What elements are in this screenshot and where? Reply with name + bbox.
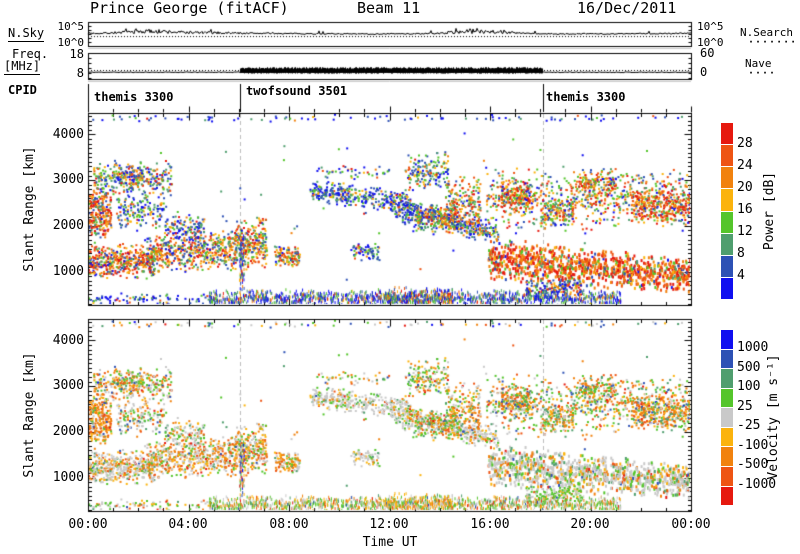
colorbar-tick-label: 100 (737, 379, 761, 395)
power-ytick-4000: 4000 (52, 127, 84, 142)
freq-tick-top: 18 (69, 47, 84, 61)
colorbar-segment (721, 330, 733, 349)
colorbar-tick-label: 16 (737, 202, 753, 217)
colorbar-segment (721, 348, 733, 369)
nave-tick-bottom: 0 (700, 65, 708, 79)
colorbar-tick-label: -500 (737, 457, 769, 473)
velocity-colorbar (721, 330, 733, 506)
power-colorbar (721, 123, 733, 299)
nsky-tick-bottom: 10^0 (57, 36, 85, 49)
nsky-label: N.Sky (8, 26, 45, 42)
figure-title: Prince George (fitACF) (90, 0, 289, 17)
colorbar-segment (721, 465, 733, 486)
colorbar-segment (721, 144, 733, 167)
colorbar-tick-label: 25 (737, 398, 753, 414)
colorbar-tick-label: 500 (737, 359, 761, 375)
cpid-segment-themis-2: themis 3300 (546, 90, 626, 104)
colorbar-segment (721, 485, 733, 506)
colorbar-segment (721, 232, 733, 255)
nsky-tick-top: 10^5 (57, 20, 85, 33)
colorbar-tick-label: -100 (737, 437, 769, 453)
cpid-segment-themis-1: themis 3300 (94, 90, 174, 104)
velocity-ytick-2000: 2000 (52, 424, 84, 439)
colorbar-segment (721, 188, 733, 211)
cpid-label: CPID (8, 83, 37, 97)
velocity-ytick-3000: 3000 (52, 378, 84, 393)
xtick-1600: 16:00 (470, 517, 510, 532)
colorbar-segment (721, 254, 733, 277)
xtick-2000: 20:00 (570, 517, 610, 532)
colorbar-tick-label: 24 (737, 158, 753, 173)
colorbar-segment (721, 123, 733, 145)
colorbar-segment (721, 210, 733, 233)
freq-label: Freq. (12, 47, 49, 61)
colorbar-tick-label: 28 (737, 136, 753, 151)
velocity-colorbar-title: Velocity [m s⁻¹] (766, 354, 781, 480)
beam-label: Beam 11 (357, 0, 421, 17)
velocity-ytick-4000: 4000 (52, 333, 84, 348)
colorbar-tick-label: 20 (737, 180, 753, 195)
colorbar-segment (721, 368, 733, 388)
nsky-right-tick-top: 10^5 (697, 20, 724, 33)
xaxis-title: Time UT (362, 535, 418, 550)
nave-linestyle-dots: ···· (748, 68, 777, 79)
xtick-1200: 12:00 (369, 517, 409, 532)
power-yaxis-title: Slant Range [km] (22, 146, 37, 272)
velocity-ytick-1000: 1000 (52, 470, 84, 485)
power-ytick-1000: 1000 (52, 264, 84, 279)
freq-tick-bottom: 8 (76, 66, 84, 80)
power-colorbar-title: Power [dB] (762, 171, 777, 251)
freq-units-label: [MHz] (4, 59, 41, 75)
power-ytick-2000: 2000 (52, 218, 84, 233)
xtick-0000b: 00:00 (671, 517, 711, 532)
colorbar-segment (721, 276, 733, 299)
colorbar-tick-label: 1000 (737, 340, 769, 356)
nsearch-label: N.Search (740, 26, 793, 39)
velocity-yaxis-title: Slant Range [km] (22, 352, 37, 478)
cpid-segment-twofsound: twofsound 3501 (246, 84, 348, 98)
xtick-0000a: 00:00 (68, 517, 108, 532)
nsearch-linestyle-dots: ······· (748, 37, 798, 48)
nave-label: Nave (745, 57, 772, 70)
power-ytick-3000: 3000 (52, 172, 84, 187)
nave-tick-top: 60 (700, 46, 715, 60)
colorbar-segment (721, 407, 733, 427)
nsky-right-tick-bottom: 10^0 (697, 36, 724, 49)
colorbar-segment (721, 166, 733, 189)
colorbar-tick-label: 8 (737, 246, 745, 261)
colorbar-segment (721, 426, 733, 447)
colorbar-tick-label: -25 (737, 418, 761, 434)
colorbar-tick-label: 12 (737, 224, 753, 239)
xtick-0400: 04:00 (168, 517, 208, 532)
xtick-0800: 08:00 (269, 517, 309, 532)
colorbar-segment (721, 387, 733, 408)
date-label: 16/Dec/2011 (577, 0, 677, 17)
colorbar-tick-label: -1000 (737, 476, 777, 492)
colorbar-tick-label: 4 (737, 268, 745, 283)
colorbar-segment (721, 446, 733, 466)
